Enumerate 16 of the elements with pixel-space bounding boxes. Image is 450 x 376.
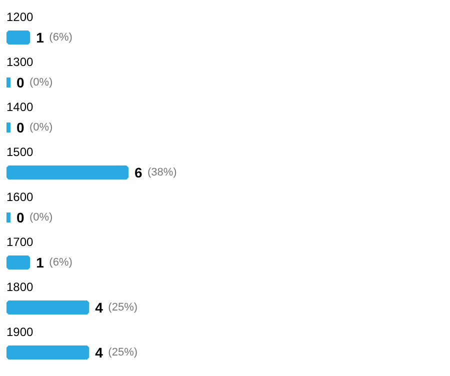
y-tick-label: 1200 xyxy=(6,10,34,24)
data-label: 1 (6%) xyxy=(36,30,72,46)
data-label: 0 (0%) xyxy=(16,74,53,90)
y-tick-label: 1800 xyxy=(6,280,34,294)
y-tick-label: 1300 xyxy=(6,55,34,69)
data-label: 4 (25%) xyxy=(95,300,138,316)
data-label: 0 (0%) xyxy=(16,210,53,226)
y-tick-label: 1500 xyxy=(6,145,34,159)
data-label: 1 (6%) xyxy=(36,254,72,270)
y-tick-label: 1600 xyxy=(6,190,34,204)
y-tick-label: 1700 xyxy=(6,235,34,249)
data-label: 0 (0%) xyxy=(16,120,53,136)
data-label: 4 (25%) xyxy=(95,344,138,360)
y-tick-label: 1900 xyxy=(6,325,34,339)
data-label: 6 (38%) xyxy=(134,164,177,180)
y-tick-label: 1400 xyxy=(6,100,34,114)
